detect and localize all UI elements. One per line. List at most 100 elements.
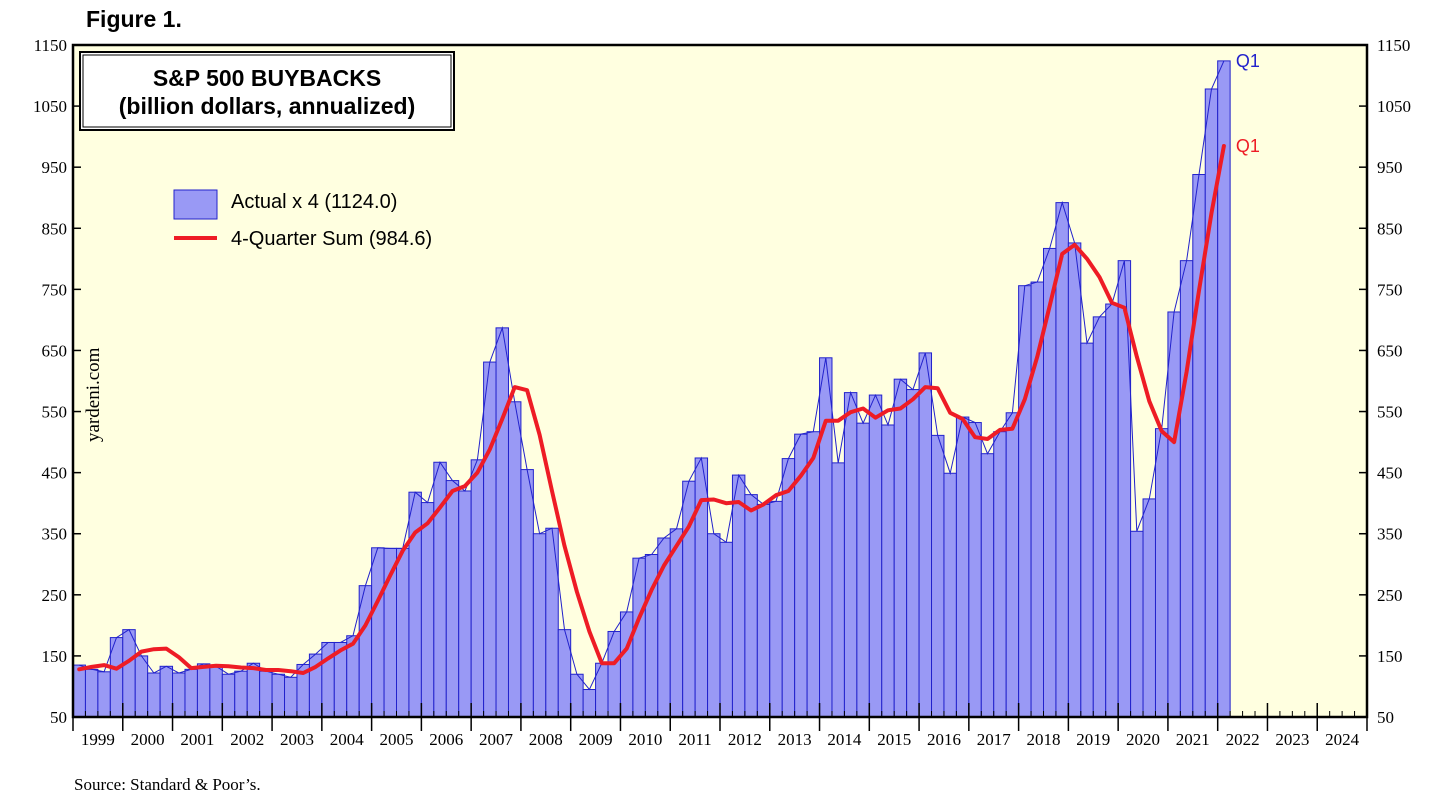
bar [744, 494, 758, 718]
bar [669, 528, 684, 718]
bar [694, 457, 709, 718]
bar [458, 490, 472, 718]
y-tick-label-left: 750 [42, 280, 68, 299]
bar [1142, 498, 1156, 718]
legend-label-actual: Actual x 4 (1124.0) [231, 191, 397, 213]
x-tick-label: 2014 [827, 730, 862, 749]
x-tick-label: 2000 [131, 730, 165, 749]
bar [196, 663, 211, 718]
x-tick-label: 2010 [628, 730, 662, 749]
chart-subtitle: (billion dollars, annualized) [119, 93, 415, 119]
x-tick-label: 2016 [927, 730, 961, 749]
x-tick-label: 2011 [678, 730, 711, 749]
bar [495, 327, 509, 718]
sum-series-line [77, 144, 1226, 675]
y-tick-label-left: 850 [42, 219, 68, 238]
x-tick-label: 2015 [877, 730, 911, 749]
bar [931, 434, 945, 718]
bar [396, 547, 410, 718]
bar [520, 469, 534, 718]
bar [619, 611, 634, 718]
y-tick-label-left: 350 [42, 525, 68, 544]
q1-sum-annotation: Q1 [1236, 136, 1260, 156]
y-tick-label-left: 250 [42, 586, 68, 605]
figure-label: Figure 1. [86, 6, 182, 32]
x-tick-label: 2005 [380, 730, 414, 749]
watermark: yardeni.com [83, 347, 104, 442]
bar [284, 676, 298, 718]
bar [868, 394, 883, 718]
x-tick-label: 2018 [1027, 730, 1061, 749]
bar [1018, 285, 1032, 718]
y-tick-label-right: 50 [1377, 708, 1394, 727]
bar [570, 673, 584, 718]
bar [545, 527, 559, 718]
y-tick-label-right: 650 [1377, 341, 1403, 360]
x-tick-label: 2009 [579, 730, 613, 749]
bar [893, 378, 908, 718]
bar [756, 503, 771, 718]
y-axis-left: 50 150 250 350 450 550 650 750 850 950 1050 1150 [33, 36, 81, 727]
y-tick-label-left: 1150 [34, 36, 67, 55]
chart-title: S&P 500 BUYBACKS [153, 65, 381, 91]
bar [147, 672, 161, 718]
x-tick-label: 2004 [330, 730, 365, 749]
x-tick-label: 2002 [230, 730, 264, 749]
x-tick-label: 1999 [81, 730, 115, 749]
bar [607, 630, 621, 718]
y-tick-label-right: 450 [1377, 464, 1403, 483]
bar [97, 671, 111, 718]
bar [943, 472, 957, 718]
x-tick-label: 2003 [280, 730, 314, 749]
bar [420, 502, 435, 718]
bar [1179, 260, 1194, 718]
bar [955, 416, 970, 718]
x-tick-label: 2017 [977, 730, 1012, 749]
x-tick-label: 2022 [1226, 730, 1260, 749]
bar [707, 533, 721, 718]
x-tick-label: 2020 [1126, 730, 1160, 749]
bar [906, 389, 920, 718]
x-tick-label: 2024 [1325, 730, 1360, 749]
y-tick-label-left: 450 [42, 464, 68, 483]
sum-line-layer [77, 144, 1226, 675]
bar [819, 357, 833, 718]
title-box: S&P 500 BUYBACKS (billion dollars, annua… [79, 51, 455, 131]
bar [632, 557, 646, 718]
bar [1105, 303, 1119, 718]
bar [831, 462, 845, 718]
bar [172, 672, 186, 718]
bar [1005, 412, 1020, 718]
bar [159, 665, 174, 718]
bar [769, 500, 783, 718]
source-note: Source: Standard & Poor’s. [74, 775, 261, 794]
y-axis-right: 50 150 250 350 450 550 650 750 850 950 1050 1150 [1359, 36, 1411, 727]
x-tick-label: 2019 [1076, 730, 1110, 749]
bar [72, 664, 86, 718]
bar [968, 422, 982, 718]
y-tick-label-right: 1150 [1377, 36, 1410, 55]
y-tick-label-left: 150 [42, 647, 68, 666]
x-tick-label: 2008 [529, 730, 563, 749]
x-tick-label: 2013 [778, 730, 812, 749]
bar [271, 673, 286, 718]
y-tick-label-left: 950 [42, 158, 68, 177]
q1-actual-annotation: Q1 [1236, 51, 1260, 71]
bar [843, 392, 858, 718]
y-tick-label-left: 650 [42, 341, 68, 360]
bar [445, 480, 460, 718]
legend-label-sum: 4-Quarter Sum (984.6) [231, 228, 432, 250]
bar [781, 458, 796, 718]
bar [1067, 242, 1082, 718]
bar [134, 655, 149, 718]
bar [84, 668, 99, 718]
y-tick-label-right: 1050 [1377, 97, 1411, 116]
bar [582, 689, 597, 718]
bar [980, 453, 995, 718]
bar [856, 422, 870, 718]
bar [719, 541, 733, 718]
y-tick-label-right: 350 [1377, 525, 1403, 544]
actual-series-line [79, 60, 1225, 691]
y-tick-label-right: 250 [1377, 586, 1403, 605]
